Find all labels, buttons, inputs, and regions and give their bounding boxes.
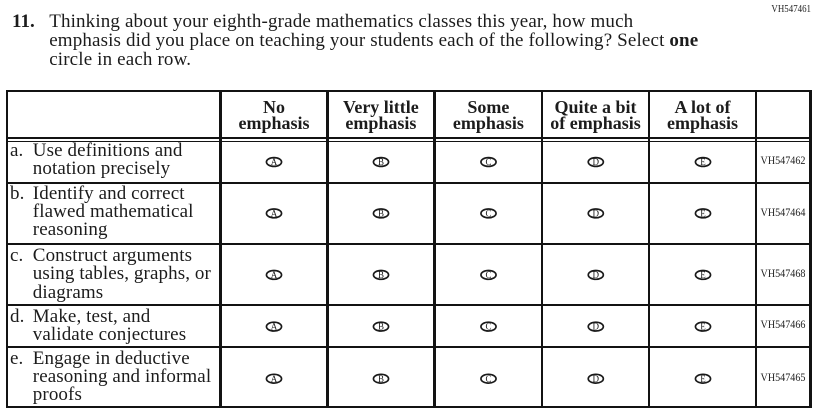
svg-text:D: D	[593, 209, 600, 219]
svg-text:C: C	[485, 157, 491, 167]
svg-text:D: D	[593, 322, 600, 332]
svg-text:A: A	[271, 374, 278, 384]
svg-text:A: A	[271, 270, 278, 280]
svg-text:E: E	[700, 157, 706, 167]
svg-text:B: B	[378, 209, 384, 219]
svg-text:E: E	[700, 209, 706, 219]
svg-text:E: E	[700, 322, 706, 332]
svg-text:C: C	[485, 270, 491, 280]
svg-text:D: D	[593, 157, 600, 167]
svg-text:D: D	[593, 270, 600, 280]
svg-text:E: E	[700, 270, 706, 280]
svg-text:C: C	[485, 374, 491, 384]
svg-text:B: B	[378, 374, 384, 384]
svg-text:C: C	[485, 209, 491, 219]
svg-text:B: B	[378, 322, 384, 332]
svg-text:D: D	[593, 374, 600, 384]
svg-text:B: B	[378, 270, 384, 280]
svg-text:A: A	[271, 322, 278, 332]
svg-text:A: A	[271, 209, 278, 219]
svg-text:A: A	[271, 157, 278, 167]
svg-text:C: C	[485, 322, 491, 332]
svg-text:B: B	[378, 157, 384, 167]
svg-text:E: E	[700, 374, 706, 384]
